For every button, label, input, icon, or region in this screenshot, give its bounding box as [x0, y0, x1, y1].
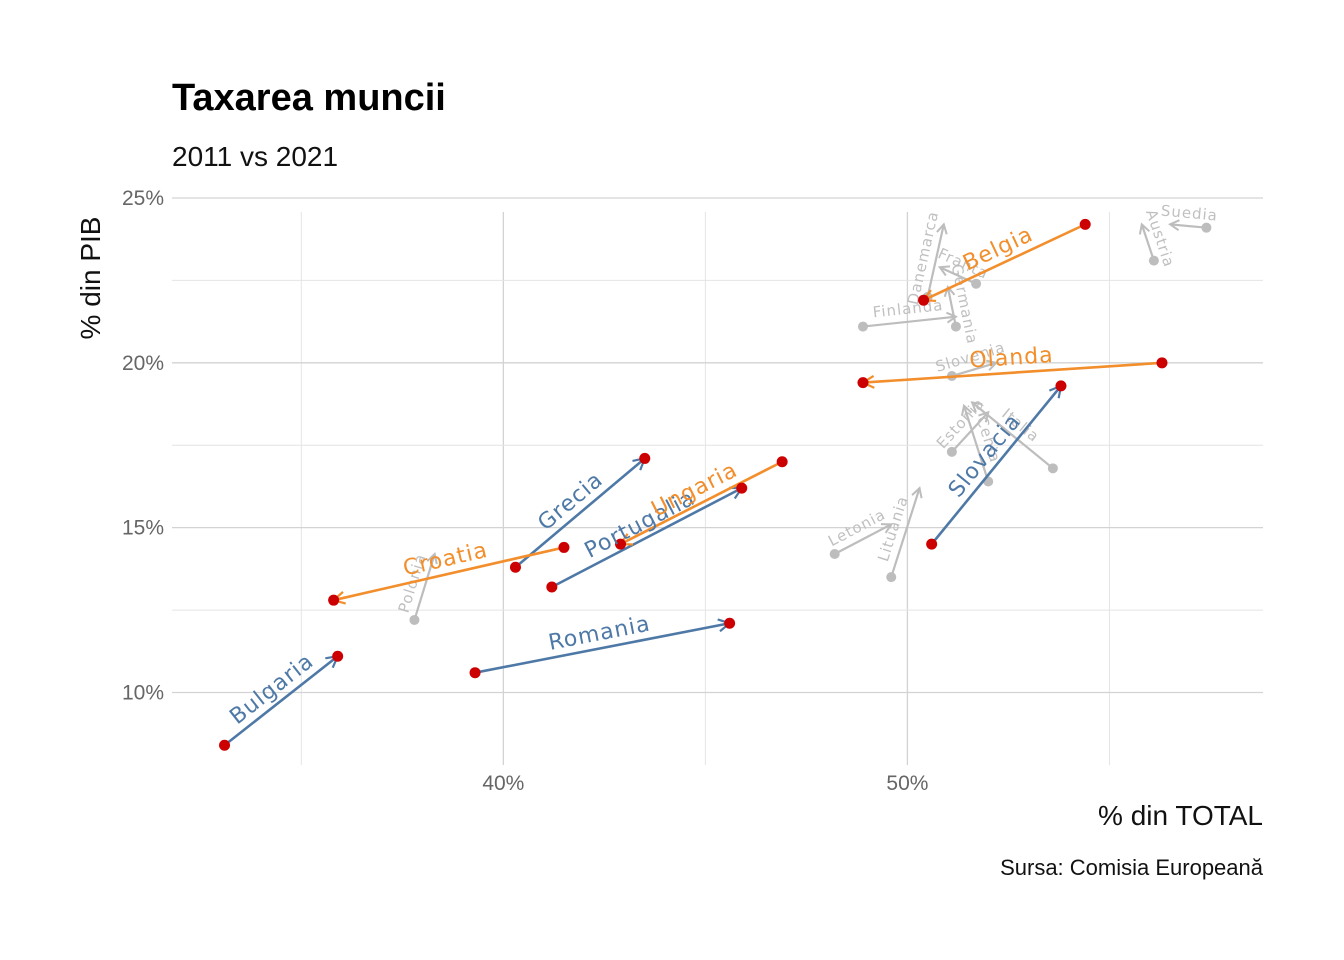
background-arrow	[948, 287, 957, 327]
background-arrow	[951, 363, 996, 378]
background-point	[886, 572, 897, 583]
point-2021	[736, 482, 748, 494]
point-2011	[776, 456, 788, 468]
country-label: Belgia	[959, 222, 1037, 276]
point-2011	[509, 561, 521, 573]
background-point	[946, 446, 957, 457]
background-arrow	[834, 524, 892, 555]
background-point	[409, 614, 420, 625]
background-arrow	[1142, 224, 1155, 261]
point-2021	[332, 650, 344, 662]
background-arrow	[972, 402, 1054, 470]
country-arrow	[924, 223, 1086, 300]
point-2021	[1055, 380, 1067, 392]
y-tick-label: 20%	[122, 352, 164, 375]
country-label: Grecia	[533, 467, 608, 536]
point-2021	[857, 377, 869, 389]
x-axis-title: % din TOTAL	[1098, 800, 1263, 831]
x-tick-label: 50%	[886, 772, 928, 795]
chart-subtitle: 2011 vs 2021	[172, 141, 338, 172]
point-2011	[926, 538, 938, 550]
background-arrow	[1170, 224, 1207, 227]
background-point	[1148, 255, 1159, 266]
background-point	[857, 321, 868, 332]
point-2021	[724, 617, 736, 629]
chart-title: Taxarea muncii	[172, 77, 446, 119]
point-2011	[469, 667, 481, 679]
point-2021	[918, 294, 930, 306]
point-2011	[1156, 357, 1168, 369]
point-2011	[546, 581, 558, 593]
country-arrow	[514, 458, 644, 569]
grid	[172, 197, 1263, 765]
country-arrow	[621, 460, 783, 544]
background-point	[971, 278, 982, 289]
background-arrow	[862, 317, 956, 328]
country-arrow	[551, 488, 742, 589]
y-axis-title: % din PIB	[75, 217, 106, 340]
chart-caption: Sursa: Comisia Europeană	[1000, 855, 1264, 880]
background-point	[950, 321, 961, 332]
x-tick-label: 40%	[482, 772, 524, 795]
point-2011	[1079, 218, 1091, 230]
country-label: Suedia	[1160, 202, 1219, 225]
background-arrow	[951, 412, 988, 453]
y-tick-label: 10%	[122, 681, 164, 704]
country-arrow	[474, 623, 730, 674]
background-arrow	[940, 267, 977, 285]
background-point	[829, 549, 840, 560]
background-arrow	[964, 406, 990, 482]
country-arrow	[223, 656, 338, 747]
background-arrow	[890, 488, 919, 578]
country-arrow	[334, 546, 565, 600]
background-point	[1047, 463, 1058, 474]
y-axis-ticks: 10% 15% 20% 25%	[122, 187, 164, 704]
point-2011	[219, 739, 231, 751]
y-tick-label: 15%	[122, 517, 164, 540]
country-arrow	[863, 361, 1163, 383]
country-label: Olanda	[969, 343, 1055, 374]
y-tick-label: 25%	[122, 187, 164, 210]
background-arrow	[413, 554, 434, 621]
country-arrow	[930, 386, 1061, 545]
background-point	[1201, 222, 1212, 233]
country-label: Bulgaria	[225, 649, 318, 730]
point-2021	[615, 538, 627, 550]
background-countries: PoloniaLetoniaLituaniaFinlandaDanemarcaA…	[395, 202, 1219, 625]
point-2011	[558, 541, 570, 553]
point-2021	[328, 594, 340, 606]
point-2021	[639, 452, 651, 464]
x-axis-ticks: 40% 50%	[482, 772, 928, 795]
background-arrow	[926, 224, 944, 298]
highlighted-countries: BulgariaRomaniaGreciaPortugaliaSlovaciaC…	[219, 218, 1168, 751]
